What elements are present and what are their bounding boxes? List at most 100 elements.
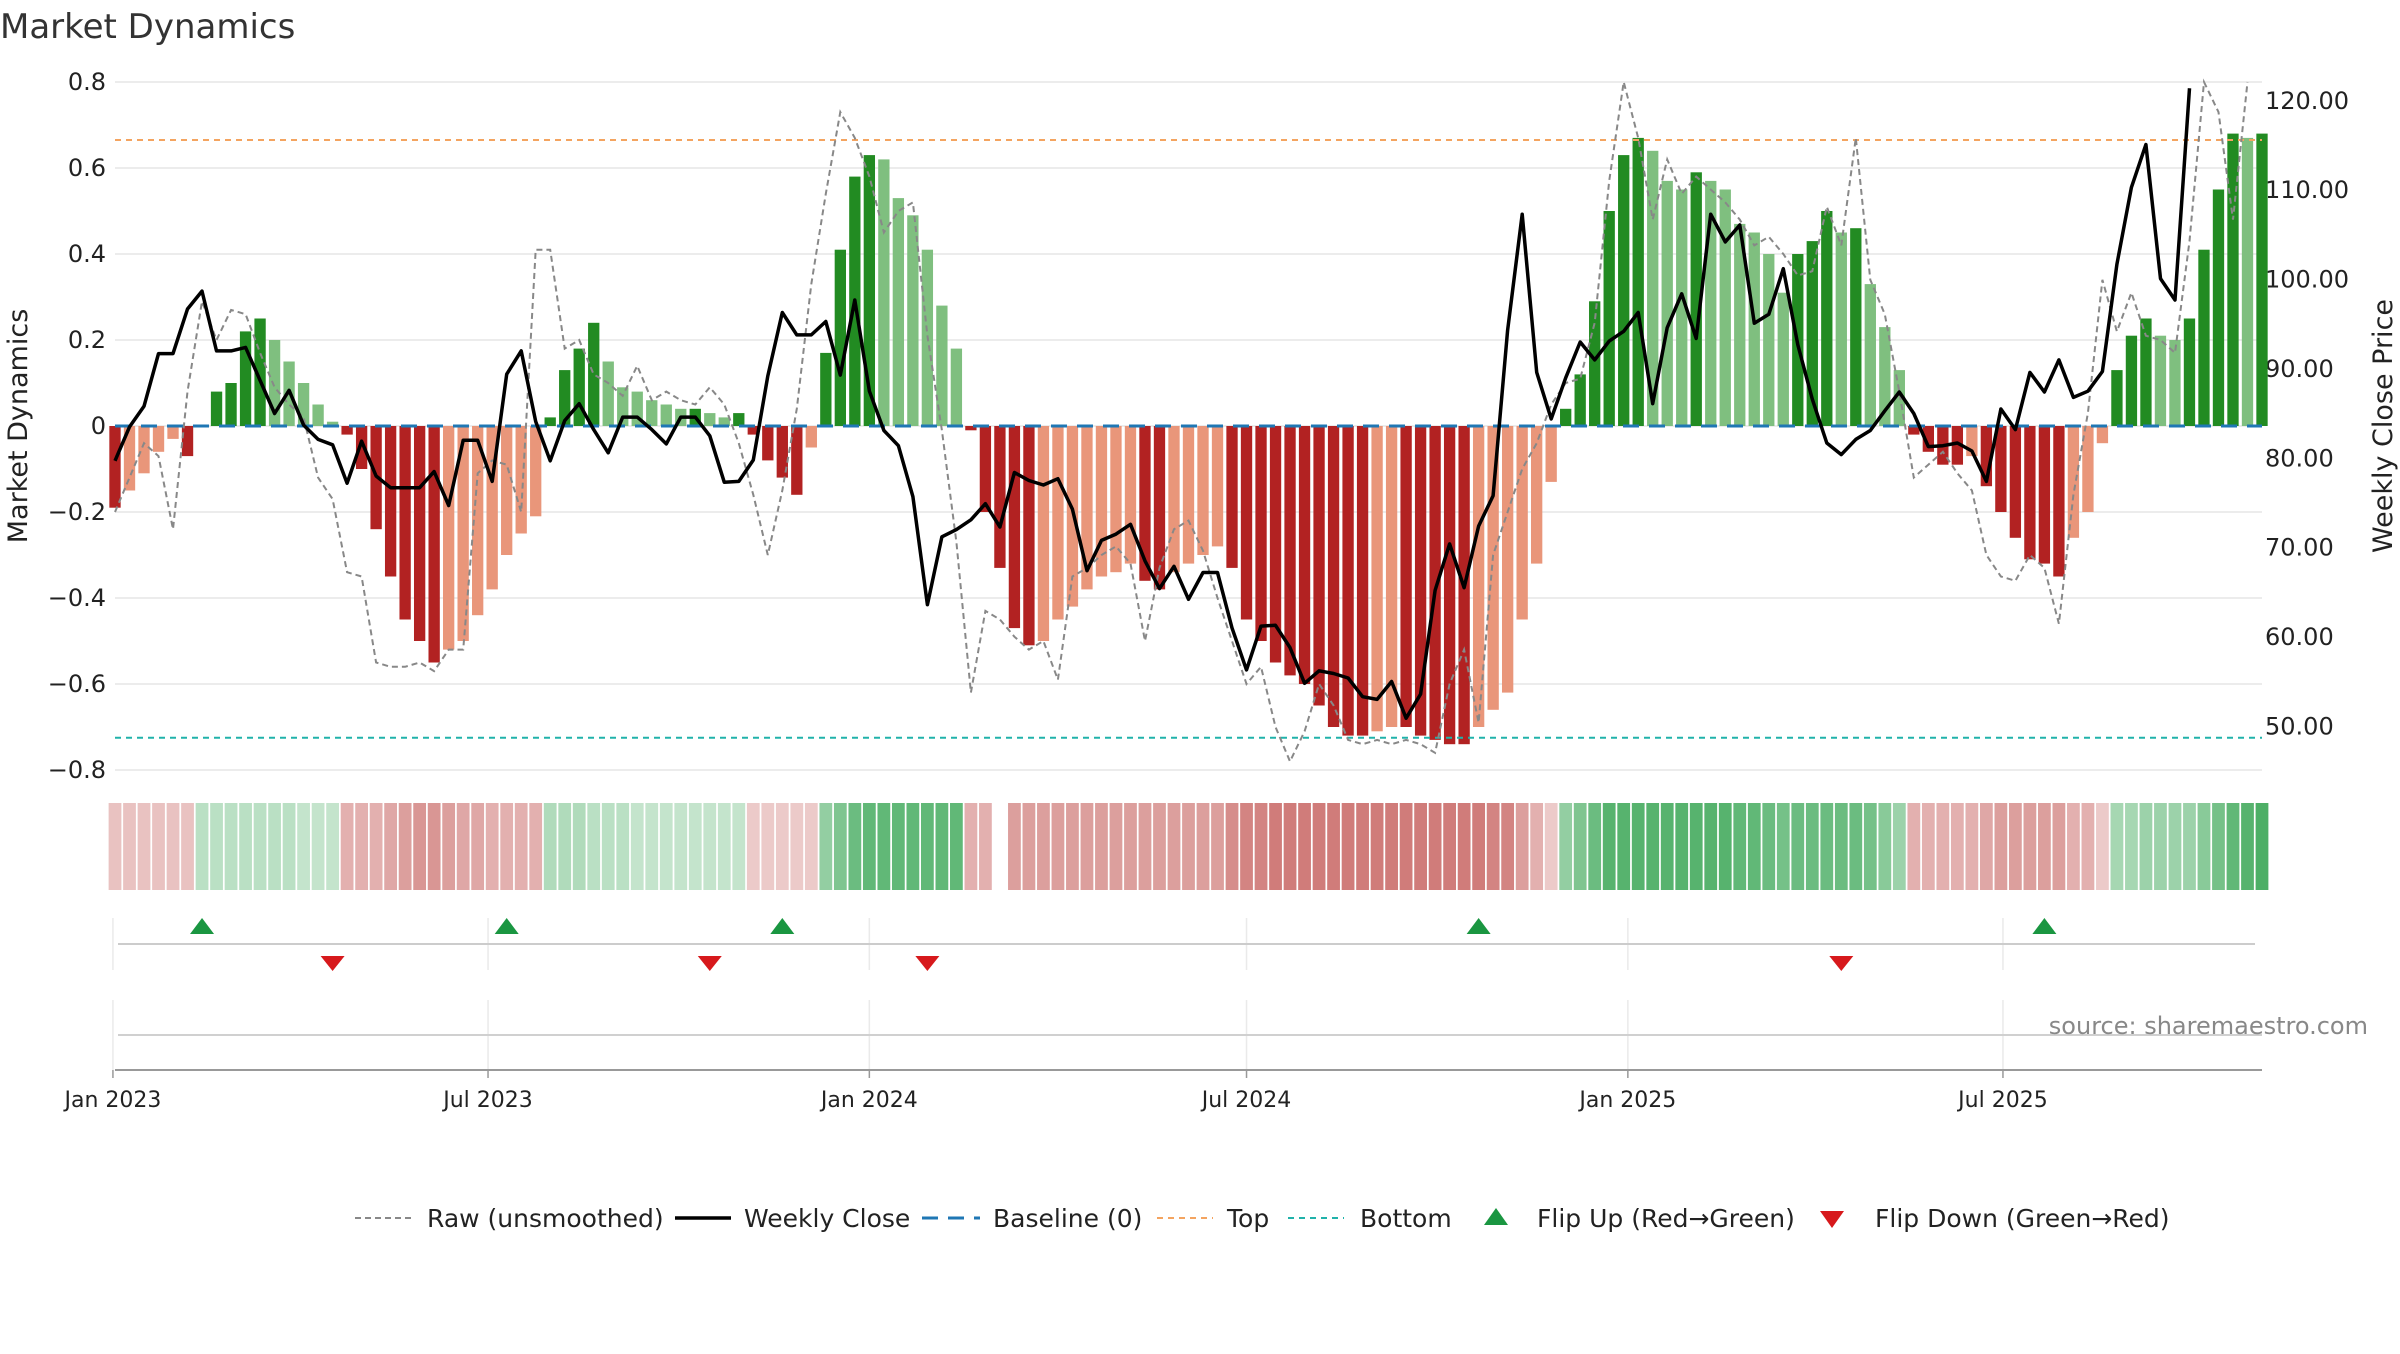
market-dynamics-bar: [617, 387, 629, 426]
regime-band-cell: [1066, 803, 1079, 890]
market-dynamics-bar: [1879, 327, 1891, 426]
market-dynamics-bar: [559, 370, 571, 426]
market-dynamics-bar: [2140, 318, 2152, 426]
regime-band-cell: [1501, 803, 1515, 890]
regime-band-cell: [1167, 803, 1181, 890]
regime-band-cell: [1675, 803, 1689, 890]
regime-band-cell: [703, 803, 717, 890]
regime-band-cell: [311, 803, 325, 890]
market-dynamics-bar: [1951, 426, 1964, 465]
regime-band-cell: [181, 803, 194, 890]
regime-band-cell: [210, 803, 223, 890]
market-dynamics-bar: [1501, 426, 1514, 693]
regime-band-cell: [2023, 803, 2037, 890]
regime-band-cell: [1356, 803, 1369, 890]
regime-band-cell: [1240, 803, 1253, 890]
market-dynamics-bar: [588, 322, 600, 426]
market-dynamics-bar: [1153, 426, 1166, 590]
regime-band-cell: [369, 803, 383, 890]
market-dynamics-bar: [544, 417, 556, 426]
market-dynamics-bar: [1647, 150, 1659, 427]
market-dynamics-bar: [2024, 426, 2036, 560]
flip-up-marker: [2032, 918, 2057, 934]
legend-item-close: Weekly Close: [675, 1204, 910, 1233]
regime-band-cell: [1921, 803, 1935, 890]
market-dynamics-bar: [501, 426, 513, 555]
regime-band-cell: [137, 803, 151, 890]
regime-band-cell: [659, 803, 673, 890]
market-dynamics-bar: [355, 426, 368, 469]
market-dynamics-bar: [1168, 426, 1180, 573]
legend-flip-up-marker: [1484, 1208, 1508, 1225]
regime-band-cell: [355, 803, 368, 890]
market-dynamics-bar: [341, 426, 353, 435]
regime-band-cell: [1907, 803, 1921, 890]
regime-band-cell: [558, 803, 572, 890]
regime-band-cell: [2212, 803, 2225, 890]
raw-series-line: [114, 78, 2249, 764]
regime-band-cell: [1791, 803, 1805, 890]
market-dynamics-bar: [965, 426, 977, 431]
source-text: source: sharemaestro.com: [2049, 1012, 2368, 1040]
market-dynamics-bar: [704, 413, 716, 426]
market-dynamics-bar: [1516, 426, 1528, 620]
regime-band-cell: [1863, 803, 1877, 890]
regime-band-cell: [529, 803, 543, 890]
regime-band-cell: [804, 803, 818, 890]
legend-item-top: Top: [1157, 1204, 1269, 1233]
regime-band-cell: [108, 803, 122, 890]
regime-band-cell: [1544, 803, 1558, 890]
regime-band-cell: [1196, 803, 1210, 890]
regime-band-cell: [1341, 803, 1355, 890]
regime-band-cell: [1573, 803, 1587, 890]
market-dynamics-bar: [892, 198, 905, 426]
market-dynamics-bar: [1922, 426, 1935, 452]
regime-band-cell: [1602, 803, 1616, 890]
market-dynamics-bar: [1429, 426, 1441, 740]
market-dynamics-bar: [863, 155, 876, 426]
regime-band-cell: [790, 803, 804, 890]
market-dynamics-bar: [268, 340, 281, 426]
market-dynamics-bar: [1893, 370, 1905, 426]
market-dynamics-bar: [225, 383, 237, 426]
market-dynamics-bar: [1313, 426, 1325, 706]
y2-tick-label: 100.00: [2265, 266, 2349, 294]
regime-band-cell: [152, 803, 165, 890]
market-dynamics-bar: [2256, 133, 2268, 426]
regime-band-cell: [1994, 803, 2008, 890]
regime-band-cell: [1051, 803, 1065, 890]
market-dynamics-bar: [1850, 228, 1862, 426]
market-dynamics-bar: [297, 383, 310, 426]
legend-label: Weekly Close: [744, 1204, 910, 1233]
market-dynamics-bar: [2067, 426, 2080, 538]
legend-label: Flip Down (Green→Red): [1875, 1204, 2170, 1233]
market-dynamics-bar: [1560, 408, 1572, 426]
regime-band-cell: [1530, 803, 1544, 890]
market-dynamics-bar: [167, 426, 179, 439]
market-dynamics-bar: [718, 417, 730, 426]
regime-band-cell: [2110, 803, 2124, 890]
regime-band-cell: [413, 803, 427, 890]
flip-down-marker: [697, 956, 722, 971]
y2-tick-label: 50.00: [2265, 712, 2334, 740]
regime-band-cell: [1095, 803, 1108, 890]
regime-band-cell: [877, 803, 891, 890]
market-dynamics-bar: [979, 426, 992, 512]
market-dynamics-bar: [1980, 426, 1993, 487]
regime-band-cell: [906, 803, 920, 890]
regime-band-cell: [674, 803, 688, 890]
legend-item-baseline: Baseline (0): [922, 1204, 1142, 1233]
regime-band-cell: [2096, 803, 2109, 890]
regime-band-cell: [920, 803, 934, 890]
regime-band-cell: [688, 803, 702, 890]
flip-up-marker: [190, 918, 215, 934]
market-dynamics-bar: [181, 426, 194, 457]
regime-band-cell: [1225, 803, 1239, 890]
regime-band-cell: [500, 803, 514, 890]
regime-band-cell: [384, 803, 398, 890]
flip-up-marker: [494, 918, 519, 934]
regime-band-cell: [1312, 803, 1326, 890]
market-dynamics-bar: [515, 426, 527, 534]
